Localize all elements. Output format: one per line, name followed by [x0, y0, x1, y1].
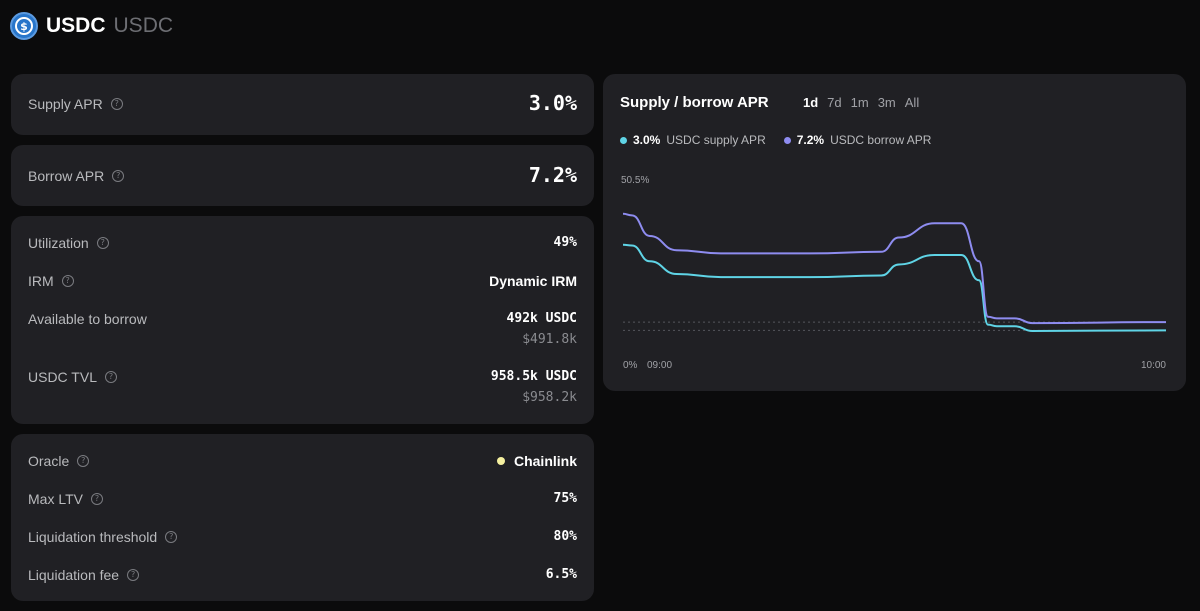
available-to-borrow-row: Available to borrow 492k USDC $491.8k — [28, 311, 577, 347]
risk-params-card: Oracle ? Chainlink Max LTV ? 75% Liquida… — [11, 434, 594, 601]
tvl-value: 958.5k USDC — [490, 369, 577, 384]
page-subtitle: USDC — [113, 14, 174, 37]
liquidation-threshold-row: Liquidation threshold ? 80% — [28, 529, 577, 545]
apr-chart-card: Supply / borrow APR 1d 7d 1m 3m All 3.0%… — [603, 74, 1186, 391]
liquidation-threshold-label: Liquidation threshold — [28, 529, 158, 545]
legend-item-borrow[interactable]: 7.2% USDC borrow APR — [783, 133, 931, 147]
tvl-label: USDC TVL — [28, 369, 97, 385]
y-tick-label-max: 50.5% — [621, 175, 649, 186]
time-range-tabs: 1d 7d 1m 3m All — [803, 95, 919, 110]
borrow-apr-label: Borrow APR — [28, 168, 105, 184]
supply-apr-value: 3.0% — [528, 91, 577, 115]
available-to-borrow-value: 492k USDC — [506, 311, 577, 326]
legend-dot-supply — [620, 136, 627, 144]
tvl-row: USDC TVL ? 958.5k USDC $958.2k — [28, 369, 577, 405]
usdc-logo-icon: $ — [10, 12, 38, 40]
oracle-value[interactable]: Chainlink — [513, 453, 577, 469]
x-tick-label-end: 10:00 — [1141, 360, 1166, 371]
legend-dot-borrow — [783, 136, 791, 144]
market-info-card: Utilization ? 49% IRM ? Dynamic IRM Avai… — [11, 216, 594, 424]
tvl-usd: $958.2k — [522, 390, 577, 405]
x-tick-label-start: 09:00 — [647, 360, 672, 371]
oracle-row: Oracle ? Chainlink — [28, 453, 577, 469]
irm-value: Dynamic IRM — [489, 273, 577, 289]
supply-apr-card: Supply APR ? 3.0% — [11, 74, 594, 135]
irm-label: IRM — [28, 273, 54, 289]
help-icon[interactable]: ? — [112, 170, 125, 182]
max-ltv-label: Max LTV — [28, 491, 83, 507]
range-tab-1m[interactable]: 1m — [850, 95, 869, 110]
help-icon[interactable]: ? — [127, 569, 140, 581]
help-icon[interactable]: ? — [104, 371, 117, 383]
supply-apr-series-line — [622, 243, 1167, 332]
supply-apr-label: Supply APR — [28, 96, 103, 112]
utilization-row: Utilization ? 49% — [28, 235, 577, 251]
help-icon[interactable]: ? — [96, 237, 109, 249]
help-icon[interactable]: ? — [61, 275, 74, 287]
range-tab-all[interactable]: All — [904, 95, 920, 110]
max-ltv-value: 75% — [553, 491, 577, 506]
range-tab-7d[interactable]: 7d — [827, 95, 842, 110]
max-ltv-row: Max LTV ? 75% — [28, 491, 577, 507]
borrow-apr-series-line — [622, 212, 1167, 325]
available-to-borrow-label: Available to borrow — [28, 311, 147, 327]
chart-title: Supply / borrow APR — [620, 94, 769, 111]
dollar-icon: $ — [15, 17, 33, 35]
y-tick-label-min: 0% — [623, 360, 638, 371]
legend-item-supply[interactable]: 3.0% USDC supply APR — [620, 133, 766, 147]
utilization-value: 49% — [553, 235, 577, 250]
liquidation-threshold-value: 80% — [553, 529, 577, 544]
liquidation-fee-row: Liquidation fee ? 6.5% — [28, 567, 577, 583]
help-icon[interactable]: ? — [110, 98, 123, 110]
apr-line-chart[interactable]: 50.5% 0% 09:00 10:00 — [603, 74, 1186, 391]
range-tab-1d[interactable]: 1d — [803, 95, 819, 110]
irm-row: IRM ? Dynamic IRM — [28, 273, 577, 289]
page-title: USDC — [46, 14, 106, 37]
range-tab-3m[interactable]: 3m — [877, 95, 896, 110]
chart-legend: 3.0% USDC supply APR 7.2% USDC borrow AP… — [620, 133, 931, 147]
oracle-status-dot — [496, 457, 505, 465]
available-to-borrow-usd: $491.8k — [522, 332, 577, 347]
oracle-label: Oracle — [28, 453, 70, 469]
utilization-label: Utilization — [28, 235, 89, 251]
help-icon[interactable]: ? — [90, 493, 103, 505]
borrow-apr-value: 7.2% — [528, 163, 577, 187]
help-icon[interactable]: ? — [77, 455, 90, 467]
page-header: $ USDC USDC — [10, 10, 173, 42]
liquidation-fee-value: 6.5% — [545, 567, 577, 582]
borrow-apr-card: Borrow APR ? 7.2% — [11, 145, 594, 206]
liquidation-fee-label: Liquidation fee — [28, 567, 120, 583]
help-icon[interactable]: ? — [165, 531, 178, 543]
